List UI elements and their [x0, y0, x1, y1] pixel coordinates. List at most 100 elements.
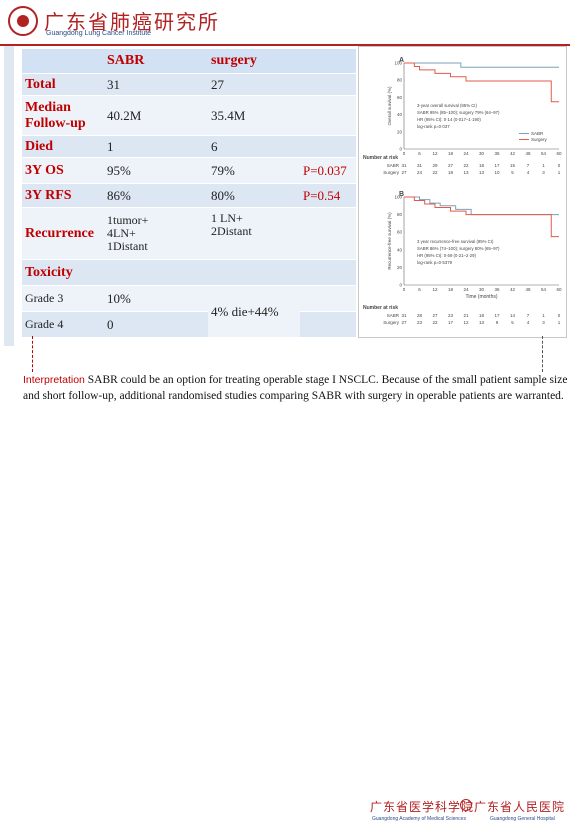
risk-count: 5 — [511, 170, 514, 175]
table-row: Median Follow-up 40.2M 35.4M — [22, 95, 356, 136]
empty-cell — [300, 259, 356, 286]
table-row: Died 1 6 — [22, 135, 356, 158]
risk-count: 13 — [479, 320, 485, 325]
risk-count: 23 — [448, 313, 454, 318]
p-value: P=0.037 — [300, 157, 356, 184]
y-tick-label: 60 — [397, 95, 403, 100]
empty-cell — [300, 311, 356, 338]
risk-count: 22 — [432, 320, 438, 325]
sabr-recurrence-line: 1Distant — [107, 239, 148, 253]
stat-annotation: log-rank p=0·5379 — [417, 260, 453, 265]
risk-count: 1 — [558, 170, 561, 175]
risk-count: 17 — [448, 320, 454, 325]
sabr-value: 40.2M — [104, 95, 208, 136]
institute-name-en: Guangdong Lung Cancer Institute — [46, 30, 152, 37]
slide-header: 广东省肺癌研究所 Guangdong Lung Cancer Institute — [0, 0, 570, 46]
x-tick-label: 30 — [479, 287, 485, 292]
risk-count: 17 — [494, 313, 500, 318]
empty-cell — [300, 285, 356, 312]
interpretation-body: SABR could be an option for treating ope… — [23, 374, 568, 402]
y-tick-label: 20 — [397, 265, 403, 270]
callout-line-right — [542, 336, 544, 372]
risk-row-label: SABR — [387, 313, 400, 318]
institute-logo-icon — [8, 6, 38, 36]
table-row-recurrence: Recurrence 1tumor+ 4LN+ 1Distant 1 LN+ 2… — [22, 207, 356, 260]
interpretation-label: Interpretation — [23, 374, 85, 386]
risk-count: 24 — [417, 170, 423, 175]
risk-count: 12 — [463, 320, 469, 325]
p-value — [300, 73, 356, 96]
row-label: 3Y OS — [22, 157, 104, 184]
risk-count: 4 — [527, 170, 530, 175]
x-tick-label: 12 — [432, 287, 438, 292]
header-empty-cell — [22, 49, 104, 74]
risk-count: 14 — [510, 313, 516, 318]
risk-table-title: Number at risk — [363, 305, 398, 311]
risk-count: 22 — [463, 163, 469, 168]
y-axis-label: Overall survival (%) — [387, 86, 392, 126]
table-header-row: SABR surgery — [22, 49, 356, 74]
sabr-value: 86% — [104, 183, 208, 208]
row-label: Died — [22, 135, 104, 158]
sabr-value: 10% — [104, 285, 208, 312]
column-header-surgery: surgery — [208, 49, 300, 74]
km-curve-sabr — [404, 62, 559, 68]
row-label: Grade 4 — [22, 311, 104, 338]
legend-label: SABR — [531, 131, 544, 136]
surgery-value: 35.4M — [208, 95, 300, 136]
interpretation-text: Interpretation SABR could be an option f… — [23, 372, 568, 404]
column-header-sabr: SABR — [104, 49, 208, 74]
callout-line-left — [32, 336, 34, 372]
stat-annotation: SABR 95% (85–100); surgery 79% (64–97) — [417, 110, 500, 115]
stat-annotation: SABR 86% (74–100); surgery 80% (65–97) — [417, 246, 500, 251]
x-tick-label: 60 — [556, 151, 562, 156]
risk-count: 18 — [479, 313, 485, 318]
slide-footer: 广东省医学科学院 Guangdong Academy of Medical Sc… — [0, 398, 570, 822]
x-tick-label: 30 — [479, 151, 485, 156]
risk-count: 27 — [401, 170, 407, 175]
risk-row-label: Surgery — [383, 320, 400, 325]
x-tick-label: 24 — [463, 151, 469, 156]
empty-cell — [104, 259, 208, 286]
surgery-value: 79% — [208, 157, 300, 184]
panel-letter: A — [399, 57, 404, 64]
y-tick-label: 20 — [397, 129, 403, 134]
x-axis-label: Time (months) — [465, 294, 497, 300]
risk-row-label: SABR — [387, 163, 400, 168]
x-tick-label: 42 — [510, 287, 516, 292]
y-tick-label: 0 — [399, 283, 402, 288]
table-row-grade4: Grade 4 0 — [22, 311, 356, 338]
institute-name-cn: 广东省肺癌研究所 — [44, 10, 220, 34]
sabr-recurrence-line: 1tumor+ — [107, 213, 149, 227]
y-tick-label: 40 — [397, 247, 403, 252]
risk-count: 5 — [511, 320, 514, 325]
risk-table-title: Number at risk — [363, 155, 398, 161]
risk-count: 15 — [510, 163, 516, 168]
header-divider — [0, 44, 570, 46]
stat-annotation: log-rank p=0·037 — [417, 124, 450, 129]
p-value — [300, 207, 356, 260]
km-curves-panel: A 0 20 40 60 80 100 Overall survival (%) 0 6 12 18 2… — [358, 46, 567, 338]
risk-count: 22 — [432, 170, 438, 175]
km-curve-sabr — [404, 196, 559, 216]
surgery-recurrence-line: 1 LN+ — [211, 211, 243, 225]
row-label: Toxicity — [22, 259, 104, 286]
risk-count: 31 — [401, 163, 407, 168]
x-tick-label: 60 — [556, 287, 562, 292]
x-tick-label: 48 — [525, 287, 531, 292]
risk-count: 13 — [479, 170, 485, 175]
y-tick-label: 60 — [397, 230, 403, 235]
sabr-recurrence-line: 4LN+ — [107, 226, 136, 240]
risk-count: 28 — [417, 313, 423, 318]
risk-count: 23 — [417, 320, 423, 325]
x-tick-label: 6 — [418, 151, 421, 156]
hospital-seal-icon — [460, 799, 472, 811]
surgery-value: 80% — [208, 183, 300, 208]
risk-count: 1 — [542, 163, 545, 168]
risk-count: 27 — [401, 320, 407, 325]
y-tick-label: 0 — [399, 147, 402, 152]
empty-cell — [208, 259, 300, 286]
risk-count: 9 — [496, 320, 499, 325]
sabr-recurrence: 1tumor+ 4LN+ 1Distant — [104, 207, 208, 260]
